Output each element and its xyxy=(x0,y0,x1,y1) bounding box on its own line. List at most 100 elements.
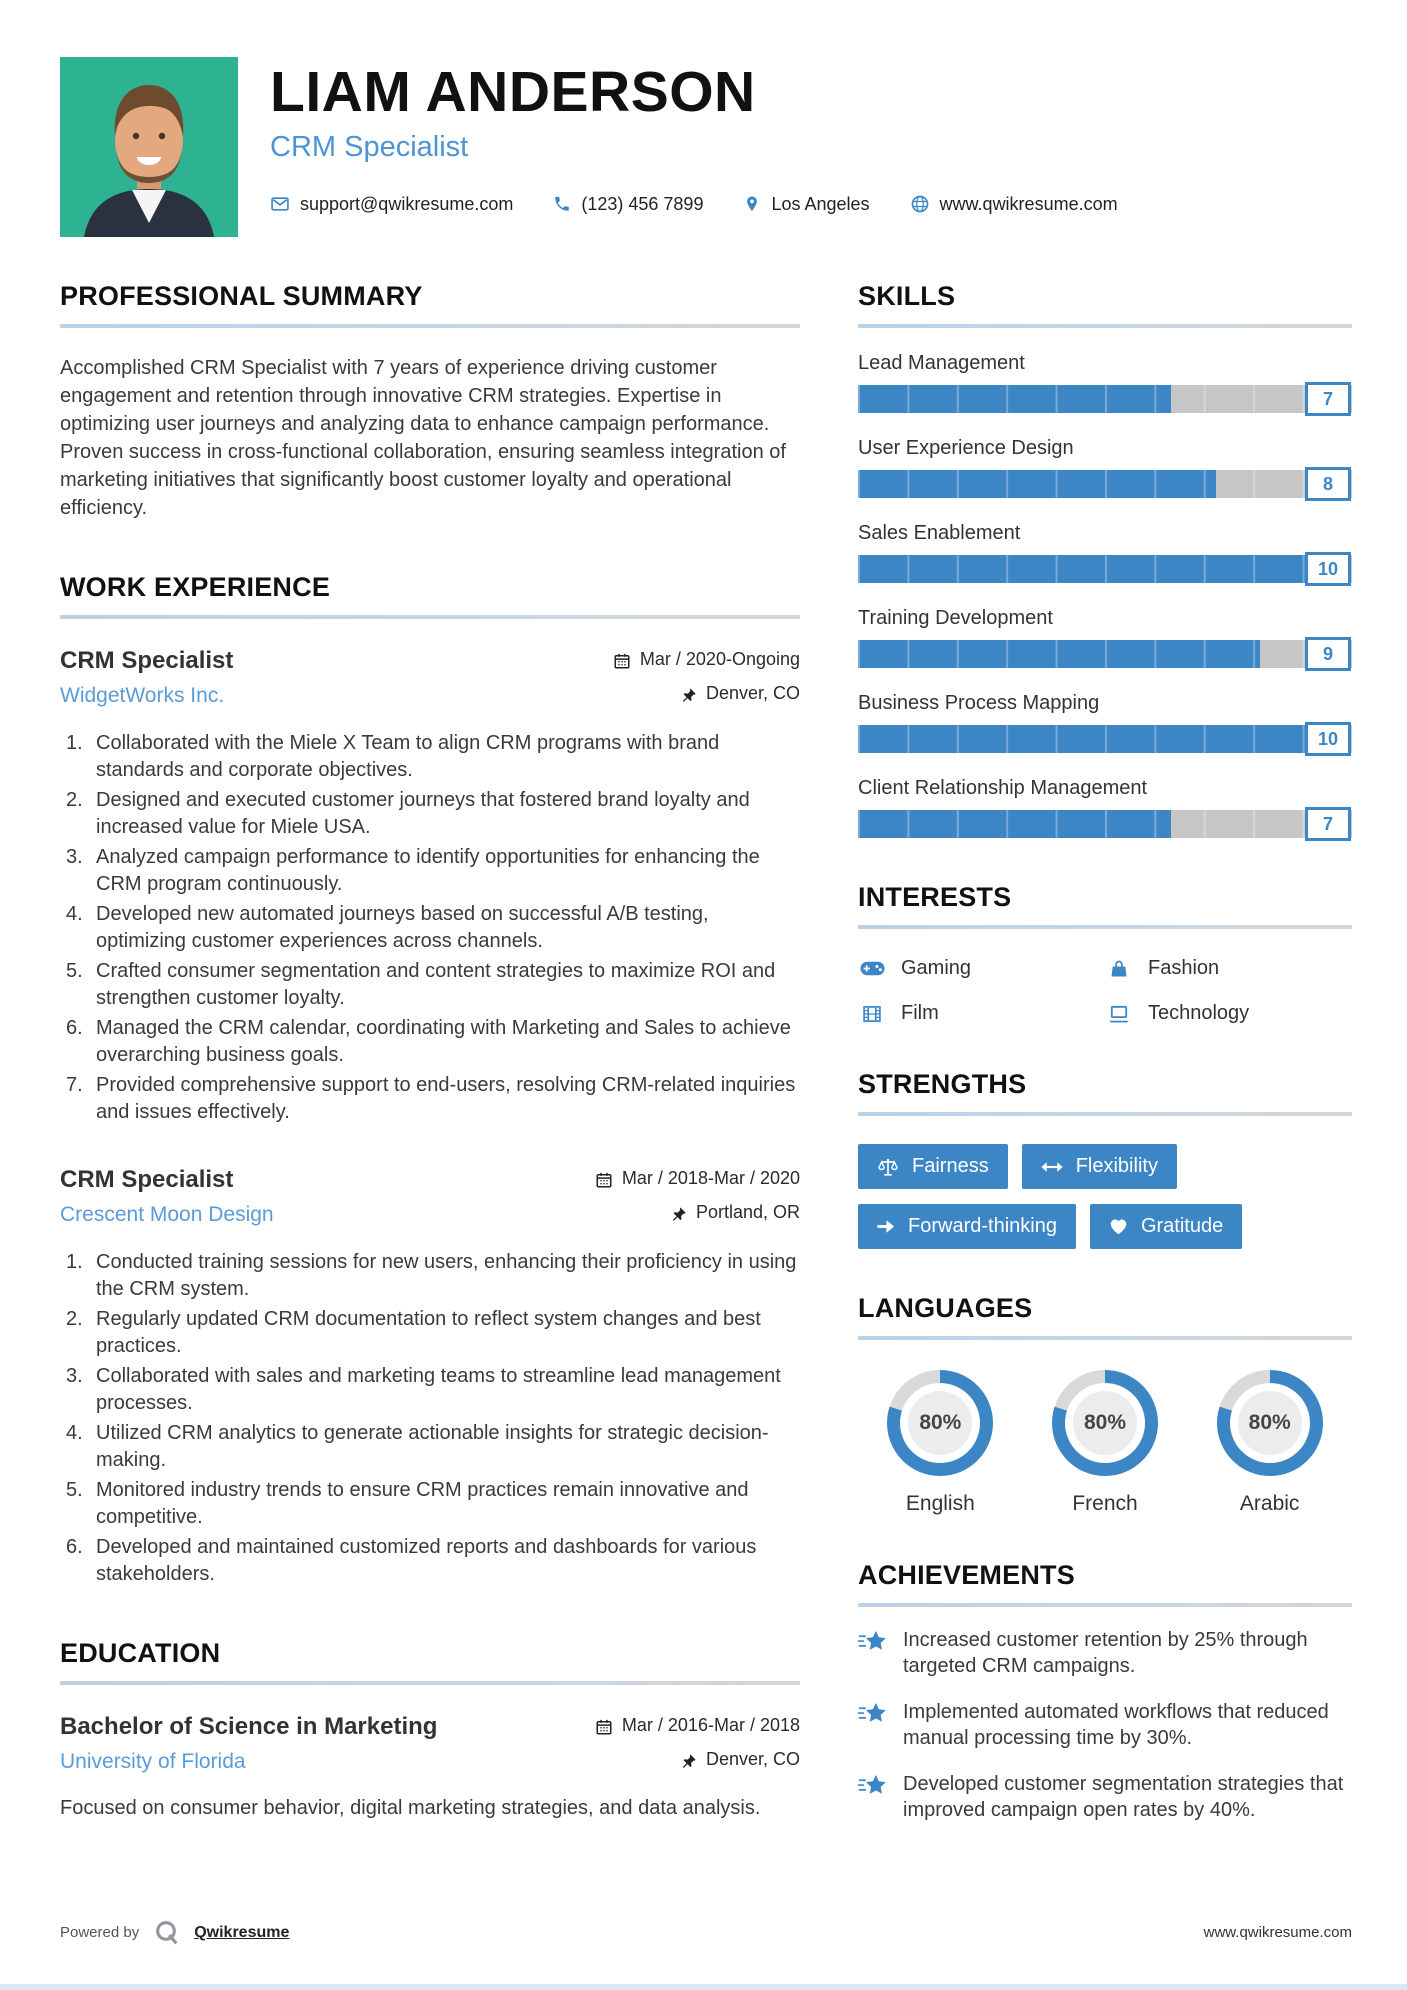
company-link[interactable]: Crescent Moon Design xyxy=(60,1203,274,1226)
interest-item: Fashion xyxy=(1105,957,1352,980)
education-description: Focused on consumer behavior, digital ma… xyxy=(60,1797,761,1819)
language-label: French xyxy=(1072,1492,1138,1515)
calendar-icon xyxy=(595,1718,613,1736)
job-bullet: Analyzed campaign performance to identif… xyxy=(66,844,760,895)
company-link[interactable]: WidgetWorks Inc. xyxy=(60,684,225,707)
left-right-arrow-icon xyxy=(1041,1161,1063,1173)
fashion-bag-icon xyxy=(1105,959,1133,979)
achievements-list: Increased customer retention by 25% thro… xyxy=(858,1627,1352,1823)
strength-badge: Flexibility xyxy=(1021,1144,1177,1189)
skill-score-badge: 7 xyxy=(1305,382,1351,416)
email-icon xyxy=(270,194,290,214)
strength-label: Fairness xyxy=(912,1155,989,1177)
language-donut: 80% xyxy=(1052,1370,1158,1476)
job-bullet: Crafted consumer segmentation and conten… xyxy=(66,958,776,1009)
skill-bar-fill xyxy=(858,470,1216,498)
powered-by: Powered by Qwikresume xyxy=(60,1919,289,1946)
language-donut: 80% xyxy=(1216,1370,1323,1476)
shooting-star-icon xyxy=(858,1630,887,1655)
section-rule xyxy=(60,615,800,619)
skills-list: Lead Management 7 User Experience Design… xyxy=(858,352,1352,841)
skill-bar-fill xyxy=(858,810,1171,838)
section-professional-summary: PROFESSIONAL SUMMARY Accomplished CRM Sp… xyxy=(60,281,800,522)
job-bullet: Developed new automated journeys based o… xyxy=(66,901,709,952)
achievement-item: Implemented automated workflows that red… xyxy=(858,1699,1352,1751)
skill-score-badge: 7 xyxy=(1305,807,1351,841)
skill-bar: 8 xyxy=(858,467,1352,501)
person-title: CRM Specialist xyxy=(270,130,469,163)
achievement-text: Increased customer retention by 25% thro… xyxy=(903,1629,1308,1677)
pushpin-icon xyxy=(680,687,697,704)
section-rule xyxy=(858,1603,1352,1607)
calendar-icon xyxy=(595,1171,613,1189)
section-interests: INTERESTS Gaming Fashion Film Technology xyxy=(858,882,1352,1025)
shooting-star-icon xyxy=(858,1774,887,1799)
scales-icon xyxy=(877,1156,899,1178)
skill-bar-fill xyxy=(858,385,1171,413)
section-rule xyxy=(60,1681,800,1685)
skill-bar: 9 xyxy=(858,637,1352,671)
section-heading: LANGUAGES xyxy=(858,1293,1033,1323)
interest-label: Technology xyxy=(1148,1002,1250,1024)
section-heading: INTERESTS xyxy=(858,882,1012,912)
job-bullets: Collaborated with the Miele X Team to al… xyxy=(60,730,800,1126)
skill-label: Client Relationship Management xyxy=(858,777,1148,799)
skill-bar: 10 xyxy=(858,552,1352,586)
skill-label: Business Process Mapping xyxy=(858,692,1100,714)
heart-icon xyxy=(1109,1218,1128,1235)
job-bullet: Developed and maintained customized repo… xyxy=(66,1534,757,1585)
contact-text[interactable]: support@qwikresume.com xyxy=(300,193,514,214)
contact-item[interactable]: www.qwikresume.com xyxy=(910,194,1118,215)
school-link[interactable]: University of Florida xyxy=(60,1750,246,1773)
section-rule xyxy=(858,1112,1352,1116)
strength-label: Gratitude xyxy=(1140,1215,1224,1237)
interests-grid: Gaming Fashion Film Technology xyxy=(858,957,1352,1025)
job-bullet: Conducted training sessions for new user… xyxy=(66,1249,797,1300)
skill-bar-fill xyxy=(858,640,1261,668)
job-entry: CRM Specialist Mar / 2018-Mar / 2020 Cre… xyxy=(60,1166,800,1588)
calendar-icon xyxy=(613,652,631,670)
achievement-item: Increased customer retention by 25% thro… xyxy=(858,1627,1352,1679)
degree-title: Bachelor of Science in Marketing xyxy=(60,1713,438,1740)
job-bullet: Managed the CRM calendar, coordinating w… xyxy=(66,1015,791,1066)
strengths-list: Fairness Flexibility Forward-thinking Gr… xyxy=(858,1144,1352,1249)
section-heading: WORK EXPERIENCE xyxy=(60,572,331,602)
skill-item: Business Process Mapping 10 xyxy=(858,692,1352,756)
job-bullet: Collaborated with the Miele X Team to al… xyxy=(66,730,720,781)
job-bullet: Regularly updated CRM documentation to r… xyxy=(66,1306,761,1357)
job-dates: Mar / 2018-Mar / 2020 xyxy=(595,1168,800,1189)
contact-text: Los Angeles xyxy=(771,193,870,214)
section-heading: ACHIEVEMENTS xyxy=(858,1560,1075,1590)
language-percent: 80% xyxy=(919,1411,962,1434)
contact-row: support@qwikresume.com (123) 456 7899 Lo… xyxy=(270,194,1118,215)
strength-badge: Forward-thinking xyxy=(858,1204,1076,1249)
globe-icon xyxy=(910,194,930,214)
section-heading: STRENGTHS xyxy=(858,1069,1027,1099)
skill-item: Lead Management 7 xyxy=(858,352,1352,416)
job-title: CRM Specialist xyxy=(60,647,234,674)
interest-label: Film xyxy=(901,1002,939,1024)
skill-bar-fill xyxy=(858,725,1305,753)
achievement-text: Implemented automated workflows that red… xyxy=(903,1701,1329,1749)
language-label: English xyxy=(905,1492,975,1515)
qwikresume-link[interactable]: Qwikresume xyxy=(194,1923,290,1941)
interest-item: Technology xyxy=(1105,1002,1352,1025)
content-columns: PROFESSIONAL SUMMARY Accomplished CRM Sp… xyxy=(60,281,1352,1872)
film-icon xyxy=(858,1004,886,1024)
section-heading: PROFESSIONAL SUMMARY xyxy=(60,281,423,311)
laptop-icon xyxy=(1105,1005,1133,1023)
job-bullet: Utilized CRM analytics to generate actio… xyxy=(66,1420,769,1471)
contact-text[interactable]: www.qwikresume.com xyxy=(939,193,1118,214)
section-rule xyxy=(60,324,800,328)
job-bullets: Conducted training sessions for new user… xyxy=(60,1249,800,1588)
language-percent: 80% xyxy=(1083,1411,1127,1434)
language-item: 80% French xyxy=(1023,1370,1188,1516)
skill-score-badge: 10 xyxy=(1305,552,1351,586)
left-column: PROFESSIONAL SUMMARY Accomplished CRM Sp… xyxy=(60,281,800,1872)
job-entry: CRM Specialist Mar / 2020-Ongoing Widget… xyxy=(60,647,800,1126)
contact-item[interactable]: support@qwikresume.com xyxy=(270,194,513,215)
job-title: CRM Specialist xyxy=(60,1166,234,1193)
achievement-text: Developed customer segmentation strategi… xyxy=(903,1773,1344,1821)
strength-label: Forward-thinking xyxy=(908,1215,1057,1237)
section-heading: SKILLS xyxy=(858,281,956,311)
